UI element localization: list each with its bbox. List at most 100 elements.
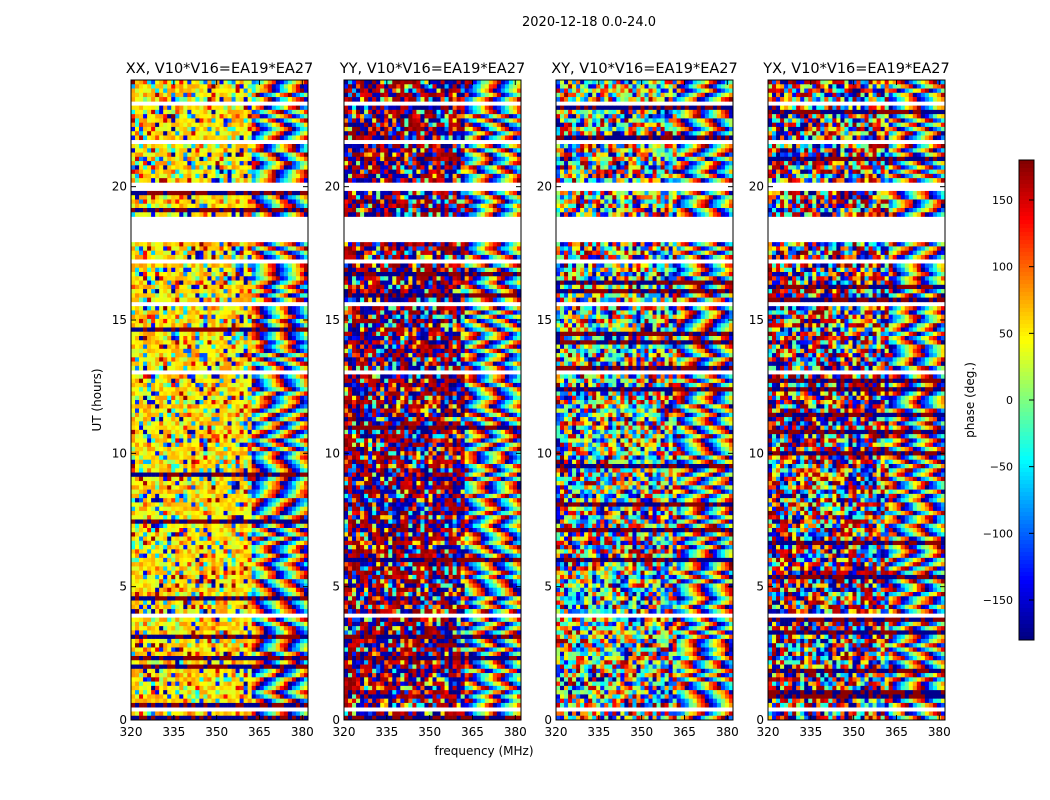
heatmap-cell [215, 153, 219, 158]
heatmap-cell [179, 204, 183, 209]
heatmap-cell [167, 144, 171, 149]
heatmap-cell [300, 263, 304, 268]
heatmap-cell [143, 84, 147, 89]
heatmap-cell [215, 148, 219, 153]
heatmap-cell [195, 191, 199, 196]
heatmap-cell [215, 255, 219, 260]
heatmap-cell [296, 212, 300, 217]
heatmap-cell [139, 135, 143, 140]
heatmap-cell [167, 110, 171, 115]
heatmap-cell [292, 255, 296, 260]
heatmap-cell [143, 242, 147, 247]
heatmap-cell [224, 170, 228, 175]
heatmap-cell [211, 204, 215, 209]
heatmap-cell [187, 97, 191, 102]
heatmap-cell [236, 246, 240, 251]
heatmap-cell [167, 204, 171, 209]
heatmap-cell [240, 114, 244, 119]
heatmap-cell [163, 144, 167, 149]
heatmap-cell [179, 246, 183, 251]
heatmap-cell [296, 144, 300, 149]
heatmap-cell [131, 89, 135, 94]
heatmap-cell [292, 127, 296, 132]
heatmap-cell [296, 89, 300, 94]
heatmap-cell [236, 114, 240, 119]
heatmap-cell [147, 93, 151, 98]
heatmap-cell [228, 255, 232, 260]
heatmap-cell [236, 89, 240, 94]
heatmap-cell [135, 114, 139, 119]
heatmap-cell [296, 127, 300, 132]
heatmap-cell [264, 131, 268, 136]
heatmap-cell [272, 157, 276, 162]
heatmap-cell [240, 199, 244, 204]
heatmap-cell [131, 97, 135, 102]
heatmap-cell [183, 246, 187, 251]
heatmap-cell [147, 178, 151, 183]
heatmap-cell [207, 148, 211, 153]
heatmap-cell [203, 114, 207, 119]
heatmap-cell [276, 114, 280, 119]
heatmap-cell [220, 208, 224, 213]
heatmap-cell [244, 80, 248, 85]
heatmap-cell [207, 161, 211, 166]
heatmap-cell [284, 110, 288, 115]
heatmap-cell [135, 191, 139, 196]
heatmap-cell [187, 199, 191, 204]
heatmap-cell [175, 263, 179, 268]
heatmap-cell [139, 93, 143, 98]
heatmap-cell [135, 204, 139, 209]
heatmap-cell [220, 153, 224, 158]
heatmap-cell [147, 199, 151, 204]
heatmap-cell [244, 106, 248, 111]
heatmap-cell [252, 110, 256, 115]
heatmap-cell [300, 212, 304, 217]
heatmap-cell [131, 93, 135, 98]
heatmap-cell [296, 199, 300, 204]
heatmap-cell [288, 165, 292, 170]
heatmap-cell [167, 195, 171, 200]
heatmap-cell [187, 263, 191, 268]
heatmap-cell [224, 157, 228, 162]
heatmap-cell [155, 157, 159, 162]
heatmap-cell [264, 251, 268, 256]
heatmap-cell [260, 144, 264, 149]
heatmap-cell [171, 263, 175, 268]
heatmap-cell [284, 148, 288, 153]
heatmap-cell [264, 157, 268, 162]
heatmap-cell [248, 199, 252, 204]
heatmap-cell [143, 114, 147, 119]
heatmap-cell [280, 212, 284, 217]
heatmap-cell [151, 135, 155, 140]
heatmap-cell [183, 144, 187, 149]
heatmap-cell [215, 263, 219, 268]
heatmap-cell [244, 84, 248, 89]
heatmap-cell [211, 174, 215, 179]
heatmap-cell [147, 191, 151, 196]
heatmap-cell [163, 106, 167, 111]
heatmap-cell [203, 84, 207, 89]
heatmap-cell [220, 110, 224, 115]
heatmap-cell [203, 148, 207, 153]
heatmap-cell [143, 191, 147, 196]
heatmap-cell [179, 131, 183, 136]
heatmap-cell [151, 255, 155, 260]
heatmap-cell [272, 170, 276, 175]
heatmap-cell [260, 251, 264, 256]
heatmap-cell [163, 127, 167, 132]
heatmap-cell [179, 242, 183, 247]
heatmap-cell [300, 242, 304, 247]
heatmap-cell [167, 127, 171, 132]
heatmap-cell [211, 80, 215, 85]
heatmap-cell [147, 135, 151, 140]
heatmap-cell [244, 148, 248, 153]
heatmap-cell [220, 242, 224, 247]
heatmap-cell [167, 251, 171, 256]
heatmap-cell [256, 195, 260, 200]
heatmap-cell [260, 148, 264, 153]
heatmap-cell [183, 127, 187, 132]
heatmap-cell [252, 208, 256, 213]
heatmap-cell [147, 165, 151, 170]
heatmap-cell [268, 174, 272, 179]
heatmap-cell [300, 110, 304, 115]
